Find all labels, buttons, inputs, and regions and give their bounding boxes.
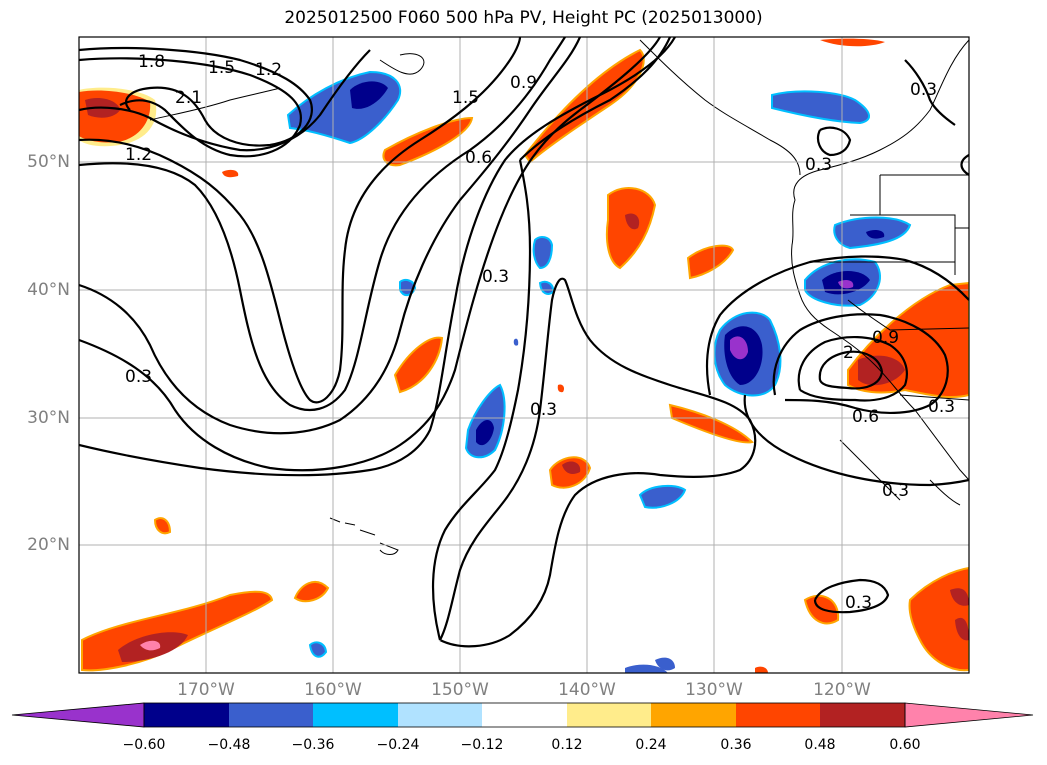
contour-label: 0.3 [882, 481, 909, 501]
colorbar-tick-label: 0.36 [720, 737, 752, 753]
colorbar-tick-label: −0.48 [207, 737, 251, 753]
colorbar-segment [313, 703, 398, 727]
height-pc-contours [79, 37, 969, 648]
contour-label: 0.3 [928, 397, 955, 417]
colorbar-tick-label: −0.24 [376, 737, 420, 753]
contour-label: 0.3 [125, 367, 152, 387]
negative-pv-areas [286, 70, 912, 673]
lat-label: 30°N [27, 408, 70, 428]
contour-label: 2 [843, 343, 854, 363]
contour-label: 0.3 [845, 593, 872, 613]
colorbar-segment [482, 703, 567, 727]
colorbar-tick-label: 0.24 [635, 737, 667, 753]
contour-label: 1.5 [208, 58, 235, 78]
contour-label: 0.3 [482, 267, 509, 287]
contour-label: 1.2 [125, 145, 152, 165]
lon-label: 150°W [431, 680, 489, 700]
colorbar-tick-label: −0.36 [291, 737, 335, 753]
contour-labels: 1.8 1.5 1.2 2.1 1.2 1.5 0.9 0.6 0.3 0.3 … [125, 52, 955, 613]
contour-label: 0.3 [805, 155, 832, 175]
lat-label: 50°N [27, 152, 70, 172]
colorbar-segment [567, 703, 651, 727]
contour-label: 1.2 [255, 60, 282, 80]
contour-label: 1.5 [452, 88, 479, 108]
colorbar-segment [651, 703, 736, 727]
colorbar-tick-label: −0.12 [460, 737, 504, 753]
contour-label: 0.6 [852, 407, 879, 427]
colorbar-outline [143, 702, 906, 728]
contour-label: 2.1 [175, 88, 202, 108]
colorbar-tick-label: 0.12 [551, 737, 583, 753]
colorbar [11, 702, 1034, 728]
lat-label: 40°N [27, 280, 70, 300]
colorbar-extend-high [904, 702, 1034, 728]
contour-label: 0.6 [465, 148, 492, 168]
contour-label: 0.9 [872, 328, 899, 348]
colorbar-tick-label: 0.60 [889, 737, 921, 753]
contour-label: 0.3 [910, 80, 937, 100]
contour-label: 1.8 [138, 52, 165, 72]
lon-label: 140°W [558, 680, 616, 700]
coastlines [149, 39, 969, 555]
lat-label: 20°N [27, 535, 70, 555]
graticule [79, 37, 969, 673]
map-title: 2025012500 F060 500 hPa PV, Height PC (2… [284, 8, 763, 28]
lon-label: 130°W [685, 680, 743, 700]
colorbar-tick-label: 0.48 [804, 737, 836, 753]
lon-label: 120°W [813, 680, 871, 700]
colorbar-segment [144, 703, 229, 727]
contour-label: 0.3 [530, 400, 557, 420]
colorbar-segment [398, 703, 482, 727]
positive-pv-areas [79, 38, 969, 673]
lon-label: 170°W [177, 680, 235, 700]
contour-label: 0.9 [510, 73, 537, 93]
colorbar-segment [736, 703, 820, 727]
colorbar-extend-low [11, 702, 145, 728]
map-frame [78, 36, 970, 674]
colorbar-tick-label: −0.60 [122, 737, 166, 753]
lon-label: 160°W [304, 680, 362, 700]
colorbar-segment [820, 703, 905, 727]
colorbar-segment [229, 703, 313, 727]
